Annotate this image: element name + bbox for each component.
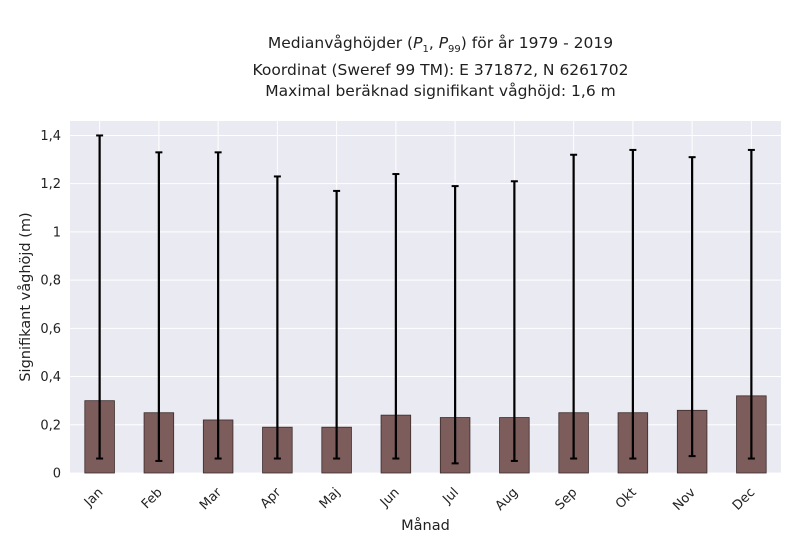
error-bar-okt <box>629 148 637 460</box>
y-tick-label: 0,6 <box>40 322 61 337</box>
y-tick-label: 1,2 <box>40 177 61 192</box>
x-axis-ticks: Jan Feb Mar Apr Maj Jun Jul Aug Sep Okt Nov Dec <box>81 485 758 514</box>
y-tick-label: 0,4 <box>40 370 61 385</box>
y-tick-label: 0,2 <box>40 418 61 433</box>
x-tick-label-dec: Dec <box>730 485 758 513</box>
x-tick-label-jun: Jun <box>377 485 403 511</box>
chart-title: Medianvåghöjder (P1, P99) för år 1979 - … <box>70 33 800 102</box>
x-tick-label-jul: Jul <box>440 485 462 507</box>
error-bar-nov <box>688 156 696 458</box>
x-axis-label: Månad <box>401 517 450 534</box>
error-bar-dec <box>747 148 755 460</box>
x-tick-label-mar: Mar <box>197 485 225 513</box>
x-tick-label-okt: Okt <box>613 485 640 512</box>
error-bar-jun <box>392 173 400 460</box>
x-tick-label-nov: Nov <box>670 485 699 514</box>
error-bar-jan <box>96 134 104 460</box>
plot-area <box>70 121 781 473</box>
error-bar-maj <box>333 189 341 460</box>
error-bar-aug <box>510 180 518 462</box>
chart-title-line-2: Koordinat (Sweref 99 TM): E 371872, N 62… <box>252 61 629 80</box>
y-axis-ticks: 0 0,2 0,4 0,6 0,8 1 1,2 1,4 <box>40 129 61 482</box>
chart-title-line-3: Maximal beräknad signifikant våghöjd: 1,… <box>265 82 616 101</box>
x-tick-label-maj: Maj <box>317 485 344 512</box>
x-tick-label-sep: Sep <box>553 485 581 513</box>
x-tick-label-aug: Aug <box>493 485 522 514</box>
error-bar-jul <box>451 185 459 465</box>
error-bar-apr <box>273 175 281 460</box>
error-bar-feb <box>155 151 163 462</box>
x-tick-label-apr: Apr <box>258 485 285 512</box>
error-bars <box>96 134 755 465</box>
y-tick-label: 0,8 <box>40 274 61 289</box>
x-tick-label-jan: Jan <box>81 485 106 510</box>
error-bar-mar <box>214 151 222 460</box>
y-tick-label: 1 <box>53 225 61 240</box>
chart-title-line-1: Medianvåghöjder (P1, P99) för år 1979 - … <box>267 34 614 56</box>
y-axis-label: Signifikant våghöjd (m) <box>17 212 34 381</box>
y-tick-label: 1,4 <box>40 129 61 144</box>
error-bar-sep <box>570 153 578 460</box>
y-tick-label: 0 <box>53 467 61 482</box>
x-tick-label-feb: Feb <box>139 485 166 512</box>
